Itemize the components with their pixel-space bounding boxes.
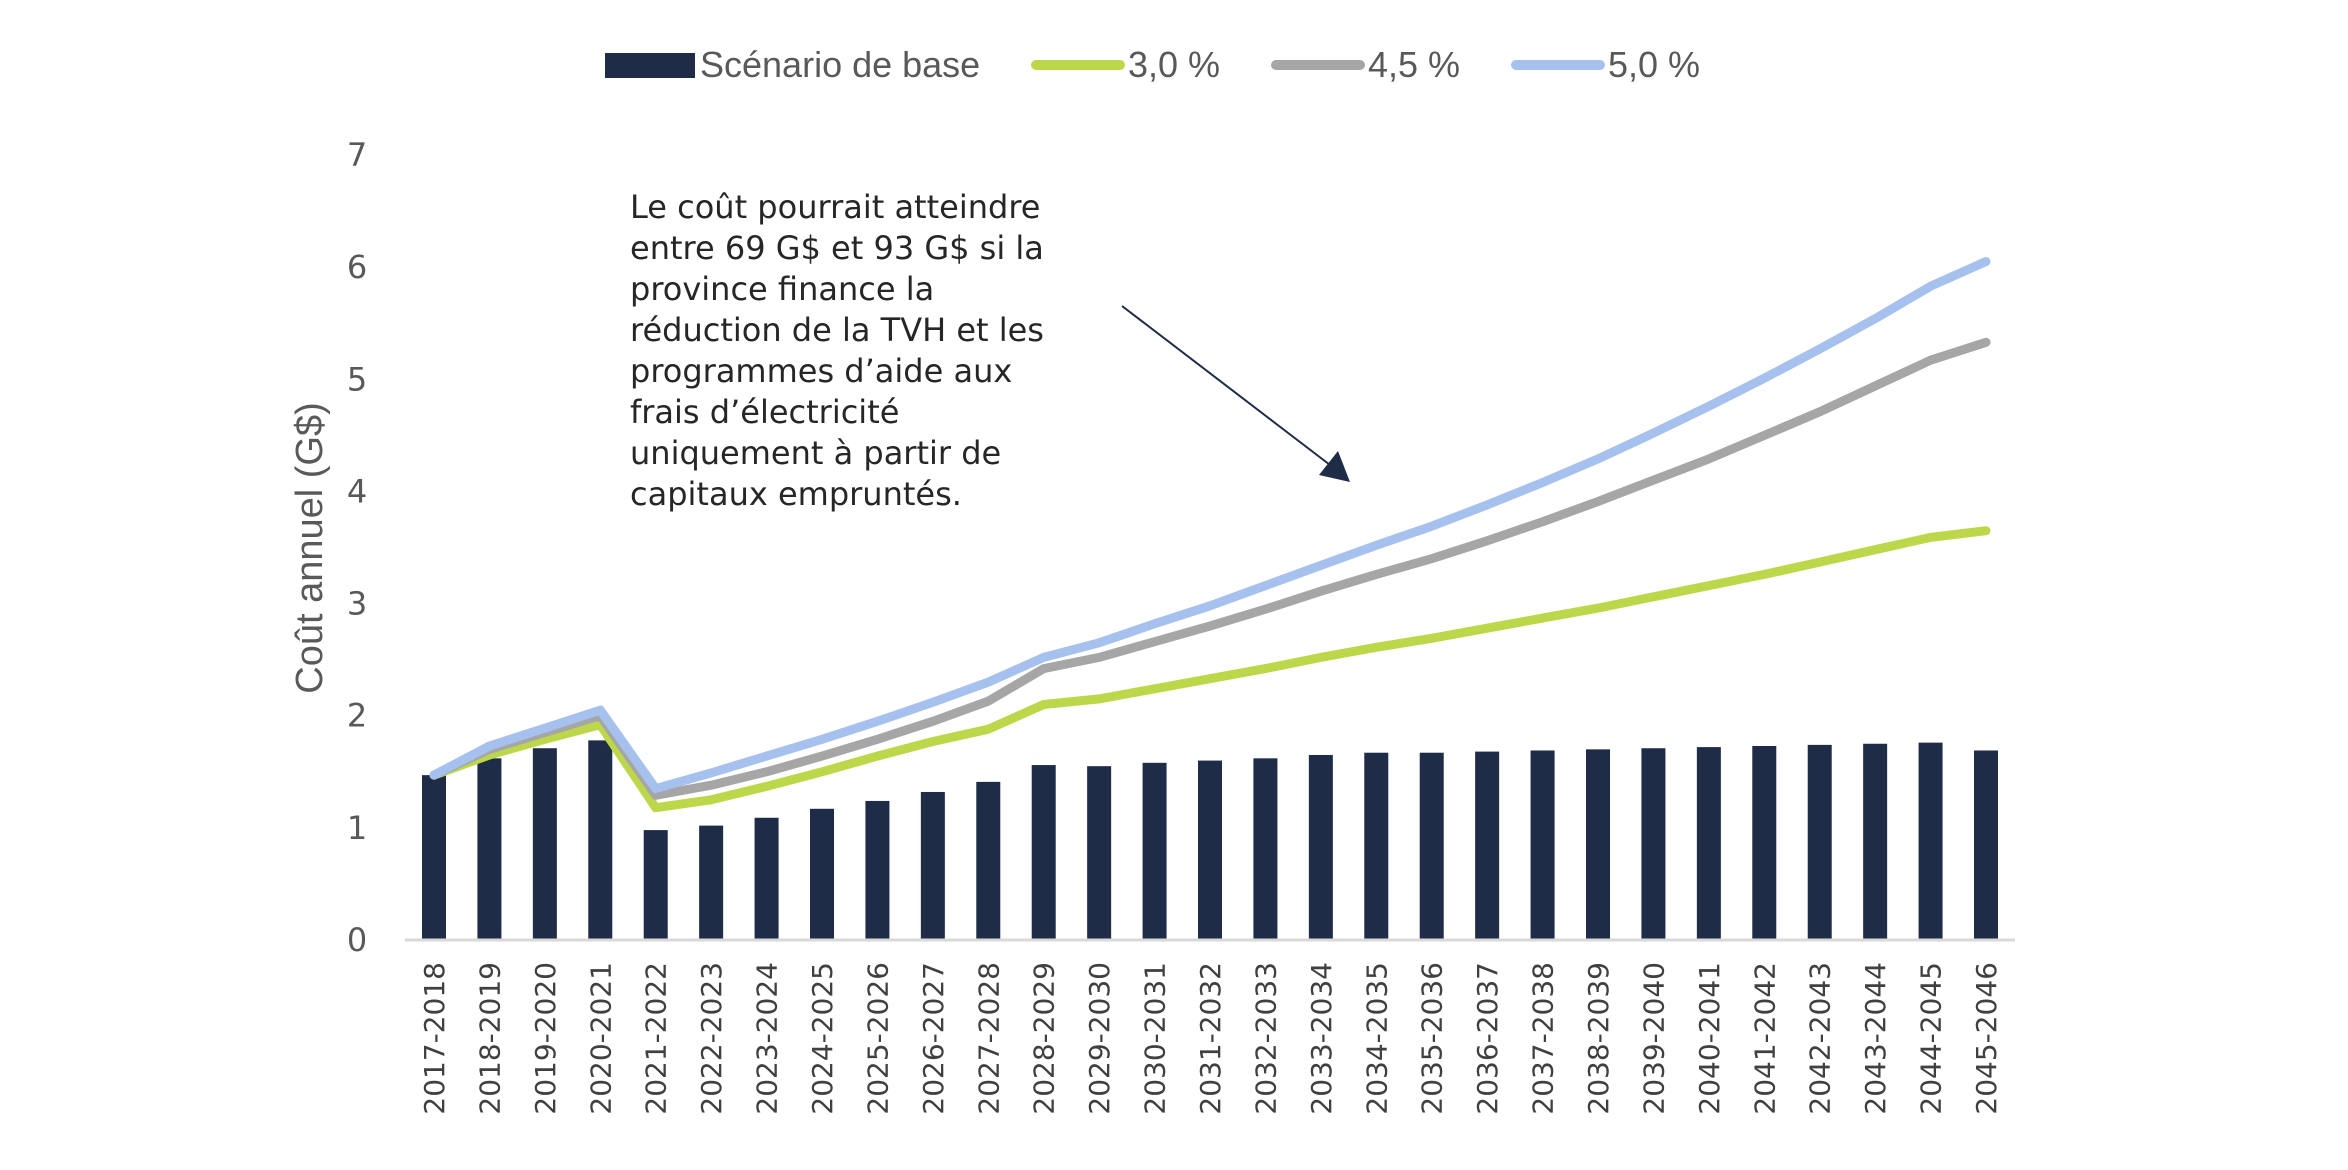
bar <box>1364 752 1389 940</box>
bar <box>1031 765 1056 940</box>
x-tick-label: 2044-2045 <box>1915 962 1948 1115</box>
x-tick-label: 2018-2019 <box>473 962 506 1115</box>
bar <box>1696 747 1721 940</box>
bar <box>1253 758 1278 940</box>
bar <box>1419 752 1444 940</box>
x-tick-label: 2035-2036 <box>1416 962 1449 1115</box>
legend-label-3-0: 3,0 % <box>1128 44 1220 85</box>
bar <box>1807 744 1832 940</box>
legend-item-5-0: 5,0 % <box>1511 44 1700 85</box>
legend-item-3-0: 3,0 % <box>1031 44 1220 85</box>
x-tick-label: 2045-2046 <box>1970 962 2003 1115</box>
bar <box>976 781 1001 940</box>
bar <box>1752 745 1777 940</box>
series-line <box>429 337 1991 800</box>
x-tick-label: 2019-2020 <box>529 962 562 1115</box>
x-tick-label: 2040-2041 <box>1693 962 1726 1115</box>
legend-label-4-5: 4,5 % <box>1368 44 1460 85</box>
bar <box>754 817 779 940</box>
bar <box>1863 743 1888 940</box>
x-tick-label: 2034-2035 <box>1360 962 1393 1115</box>
bar <box>1308 754 1333 940</box>
bar <box>920 791 945 940</box>
y-tick-label: 3 <box>347 585 367 623</box>
series-line <box>429 257 1991 794</box>
x-tick-label: 2027-2028 <box>972 962 1005 1115</box>
y-axis-ticks: 0 1 2 3 4 5 6 7 <box>347 136 367 959</box>
legend-swatch-base <box>605 53 695 78</box>
x-tick-label: 2041-2042 <box>1748 962 1781 1115</box>
bar <box>1087 766 1112 940</box>
bar <box>1198 760 1222 940</box>
x-tick-label: 2031-2032 <box>1194 962 1227 1115</box>
x-tick-label: 2042-2043 <box>1804 962 1837 1115</box>
annotation-line: frais d’électricité <box>630 393 899 431</box>
annotation-arrow-head <box>1319 451 1350 482</box>
bar <box>1142 762 1167 940</box>
bar <box>643 830 668 940</box>
annotation-arrow-shaft <box>1121 305 1335 469</box>
bar <box>422 775 446 940</box>
y-tick-label: 0 <box>347 921 367 959</box>
x-tick-label: 2037-2038 <box>1527 962 1560 1115</box>
x-tick-label: 2017-2018 <box>418 962 451 1115</box>
annotation-line: uniquement à partir de <box>630 434 1001 472</box>
annotation-line: programmes d’aide aux <box>630 352 1012 390</box>
legend-label-base: Scénario de base <box>700 44 980 85</box>
series-line <box>429 526 1991 813</box>
x-tick-label: 2020-2021 <box>584 962 617 1115</box>
bar <box>1530 750 1555 940</box>
x-tick-label: 2032-2033 <box>1249 962 1282 1115</box>
legend-item-4-5: 4,5 % <box>1271 44 1460 85</box>
annotation-line: Le coût pourrait atteindre <box>630 188 1040 226</box>
bar <box>699 825 724 940</box>
legend-label-5-0: 5,0 % <box>1608 44 1700 85</box>
annotation-line: entre 69 G$ et 93 G$ si la <box>630 229 1044 267</box>
x-tick-label: 2026-2027 <box>917 962 950 1115</box>
legend: Scénario de base 3,0 % 4,5 % 5,0 % <box>605 44 1700 85</box>
bar <box>1641 748 1666 940</box>
x-axis-labels: 2017-2018 2018-2019 2019-2020 2020-2021 2021… <box>418 962 2003 1115</box>
lines <box>429 257 1991 813</box>
y-tick-label: 6 <box>347 248 367 286</box>
legend-item-base: Scénario de base <box>605 44 980 85</box>
bar <box>588 740 613 940</box>
y-tick-label: 4 <box>347 472 367 510</box>
bar <box>477 758 502 940</box>
x-tick-label: 2033-2034 <box>1305 962 1338 1115</box>
x-tick-label: 2021-2022 <box>640 962 673 1115</box>
x-tick-label: 2043-2044 <box>1859 962 1892 1115</box>
y-tick-label: 7 <box>347 136 367 174</box>
bar <box>1918 742 1943 940</box>
bar <box>1586 749 1610 940</box>
bar <box>865 800 890 940</box>
x-tick-label: 2039-2040 <box>1637 962 1670 1115</box>
annotation-line: province finance la <box>630 270 934 308</box>
annotation-line: réduction de la TVH et les <box>630 311 1044 349</box>
x-tick-label: 2028-2029 <box>1028 962 1061 1115</box>
bars <box>422 740 1998 940</box>
y-tick-label: 1 <box>347 809 367 847</box>
x-tick-label: 2029-2030 <box>1083 962 1116 1115</box>
x-tick-label: 2022-2023 <box>695 962 728 1115</box>
x-tick-label: 2024-2025 <box>806 962 839 1115</box>
bar <box>1974 750 1998 940</box>
annotation: Le coût pourrait atteindre entre 69 G$ e… <box>630 188 1350 513</box>
x-tick-label: 2038-2039 <box>1582 962 1615 1115</box>
x-tick-label: 2025-2026 <box>861 962 894 1115</box>
x-tick-label: 2030-2031 <box>1139 962 1172 1115</box>
x-tick-label: 2036-2037 <box>1471 962 1504 1115</box>
y-tick-label: 5 <box>347 360 367 398</box>
bar <box>1475 751 1500 940</box>
y-tick-label: 2 <box>347 697 367 735</box>
bar <box>810 808 834 940</box>
x-tick-label: 2023-2024 <box>751 962 784 1115</box>
annotation-line: capitaux empruntés. <box>630 475 962 513</box>
bar <box>532 748 557 940</box>
y-axis-title: Coût annuel (G$) <box>289 402 331 694</box>
